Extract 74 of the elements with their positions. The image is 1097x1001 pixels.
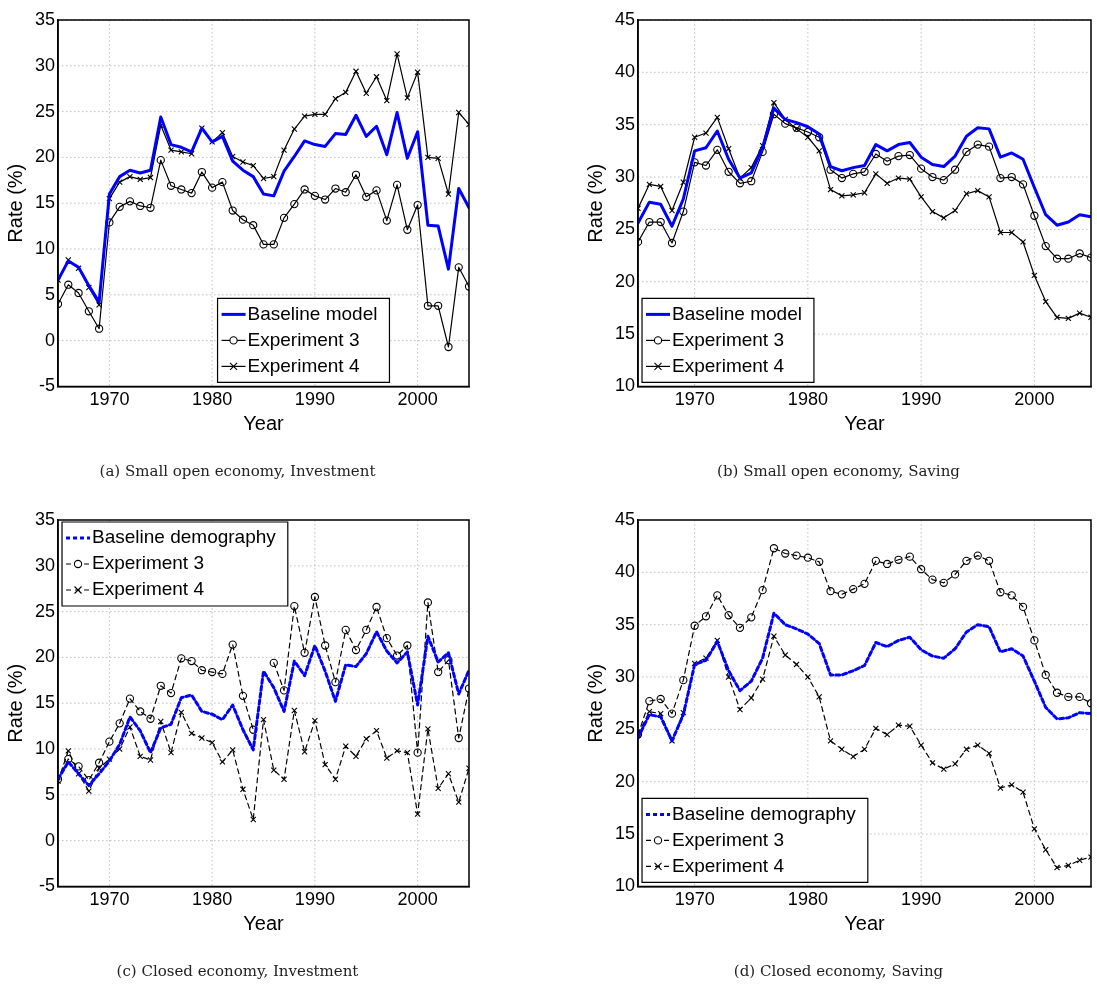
- legend-label: Experiment 3: [247, 328, 360, 350]
- y-tick-label: 40: [614, 561, 636, 582]
- x-tick-label: 1980: [192, 889, 233, 910]
- y-tick-label: 15: [34, 692, 56, 713]
- x-tick-label: 1990: [294, 389, 335, 410]
- y-tick-label: 10: [34, 237, 56, 258]
- x-tick-label: 1970: [674, 889, 715, 910]
- x-axis-title: Year: [243, 411, 285, 434]
- y-tick-label: 30: [34, 54, 56, 75]
- x-tick-label: 2000: [397, 889, 438, 910]
- legend-label: Baseline demography: [92, 526, 277, 548]
- y-tick-label: 30: [614, 166, 636, 186]
- y-tick-label: 10: [614, 875, 636, 896]
- y-tick-label: 0: [45, 829, 56, 850]
- x-axis-title: Year: [844, 411, 886, 434]
- y-tick-label: 20: [614, 270, 636, 291]
- x-tick-label: 2000: [397, 389, 438, 410]
- y-axis-title: Rate (%): [3, 163, 26, 243]
- y-tick-label: 45: [614, 508, 636, 529]
- y-tick-label: 10: [614, 375, 636, 396]
- text: (c) Closed economy, Investment: [115, 962, 360, 980]
- y-tick-label: 35: [614, 113, 636, 134]
- x-tick-label: 1970: [89, 889, 130, 910]
- text: (b) Small open economy, Saving: [716, 462, 961, 480]
- text: (a) Small open economy, Investment: [98, 462, 377, 480]
- y-tick-label: 30: [34, 554, 56, 575]
- y-tick-label: 30: [614, 666, 636, 686]
- x-tick-label: 2000: [1014, 889, 1055, 910]
- legend-label: Experiment 4: [92, 578, 205, 600]
- y-tick-label: -5: [39, 875, 56, 896]
- legend-label: Experiment 3: [672, 828, 784, 850]
- legend-label: Experiment 4: [672, 854, 785, 876]
- legend-label: Experiment 4: [672, 354, 785, 376]
- x-tick-label: 1980: [192, 389, 233, 410]
- y-tick-label: 35: [34, 508, 56, 529]
- y-tick-label: 5: [45, 783, 56, 804]
- x-tick-label: 1970: [89, 389, 130, 410]
- y-tick-label: 25: [614, 218, 636, 239]
- y-axis-title: Rate (%): [3, 663, 26, 743]
- legend-label: Experiment 3: [92, 552, 204, 574]
- y-tick-label: 35: [614, 613, 636, 634]
- x-tick-label: 1990: [901, 889, 942, 910]
- x-axis-title: Year: [243, 911, 285, 934]
- x-tick-label: 1980: [787, 889, 828, 910]
- legend-label: Baseline model: [672, 302, 802, 324]
- y-tick-label: 25: [34, 600, 56, 621]
- y-tick-label: 20: [34, 646, 56, 667]
- y-tick-label: 40: [614, 61, 636, 82]
- y-axis-title: Rate (%): [583, 663, 606, 743]
- y-tick-label: 15: [614, 323, 636, 344]
- y-tick-label: 20: [34, 146, 56, 167]
- legend-label: Experiment 4: [247, 354, 360, 376]
- x-tick-label: 1990: [294, 889, 335, 910]
- y-tick-label: 0: [45, 329, 56, 350]
- x-tick-label: 1980: [787, 389, 828, 410]
- y-tick-label: 15: [34, 192, 56, 213]
- y-tick-label: 35: [34, 8, 56, 29]
- y-tick-label: 15: [614, 823, 636, 844]
- y-tick-label: 10: [34, 737, 56, 758]
- legend-label: Baseline demography: [672, 802, 857, 824]
- y-tick-label: 5: [45, 283, 56, 304]
- y-tick-label: 20: [614, 770, 636, 791]
- x-tick-label: 2000: [1014, 389, 1055, 410]
- y-tick-label: 25: [614, 718, 636, 739]
- x-tick-label: 1990: [901, 389, 942, 410]
- y-tick-label: 25: [34, 100, 56, 121]
- x-axis-title: Year: [844, 911, 886, 934]
- text: (d) Closed economy, Saving: [732, 962, 945, 980]
- legend-label: Experiment 3: [672, 328, 784, 350]
- y-tick-label: 45: [614, 8, 636, 29]
- x-tick-label: 1970: [674, 389, 715, 410]
- y-tick-label: -5: [39, 375, 56, 396]
- legend-label: Baseline model: [247, 302, 378, 324]
- y-axis-title: Rate (%): [583, 163, 606, 243]
